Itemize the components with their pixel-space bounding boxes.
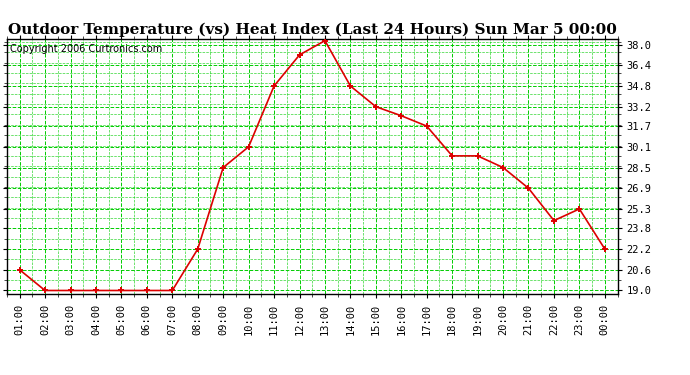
Text: Copyright 2006 Curtronics.com: Copyright 2006 Curtronics.com [10, 45, 162, 54]
Title: Outdoor Temperature (vs) Heat Index (Last 24 Hours) Sun Mar 5 00:00: Outdoor Temperature (vs) Heat Index (Las… [8, 22, 617, 37]
